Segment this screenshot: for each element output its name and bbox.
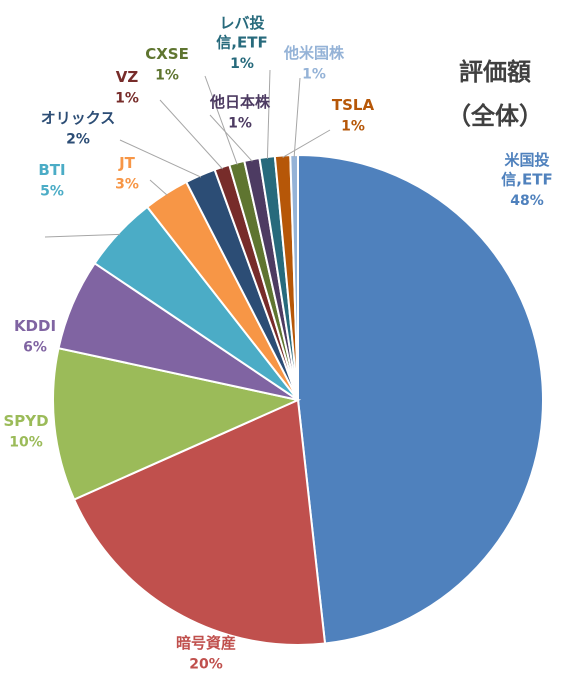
leader-line <box>119 139 202 178</box>
leader-line <box>293 77 301 158</box>
slice-label: 他米国株 1% <box>283 44 345 82</box>
leader-line <box>282 129 331 158</box>
leader-lines <box>44 69 331 238</box>
slice-label: JT 3% <box>115 154 139 192</box>
pie-slice <box>52 346 302 501</box>
slice-label: KDDI 6% <box>14 317 56 355</box>
slice-labels: 米国投信,ETF 48% 暗号資産 20% SPYD 10% KDDI 6% BTI 5% JT 3%… <box>3 14 552 672</box>
pie-slice <box>297 153 544 645</box>
leader-line <box>159 99 223 170</box>
leader-line <box>266 69 271 159</box>
leader-line <box>209 114 253 162</box>
pie-slice <box>72 398 327 646</box>
slice-label: TSLA 1% <box>332 96 375 134</box>
slice-label: レバ投信,ETF 1% <box>216 14 267 72</box>
slice-label: 他日本株 1% <box>209 93 271 131</box>
leader-line <box>149 179 168 196</box>
pie-slices <box>52 153 544 646</box>
slice-label: SPYD 10% <box>3 412 48 450</box>
slice-label: 暗号資産 20% <box>176 634 236 672</box>
slice-label: BTI 5% <box>38 161 65 199</box>
slice-label: オリックス 2% <box>41 109 116 147</box>
slice-label: VZ 1% <box>115 68 139 106</box>
chart-subtitle: （全体） <box>447 102 543 130</box>
chart-title: 評価額 <box>459 58 531 86</box>
leader-line <box>204 75 238 165</box>
slice-label: CXSE 1% <box>145 45 189 83</box>
slice-label: 米国投信,ETF 48% <box>501 151 552 209</box>
leader-line <box>44 233 121 238</box>
